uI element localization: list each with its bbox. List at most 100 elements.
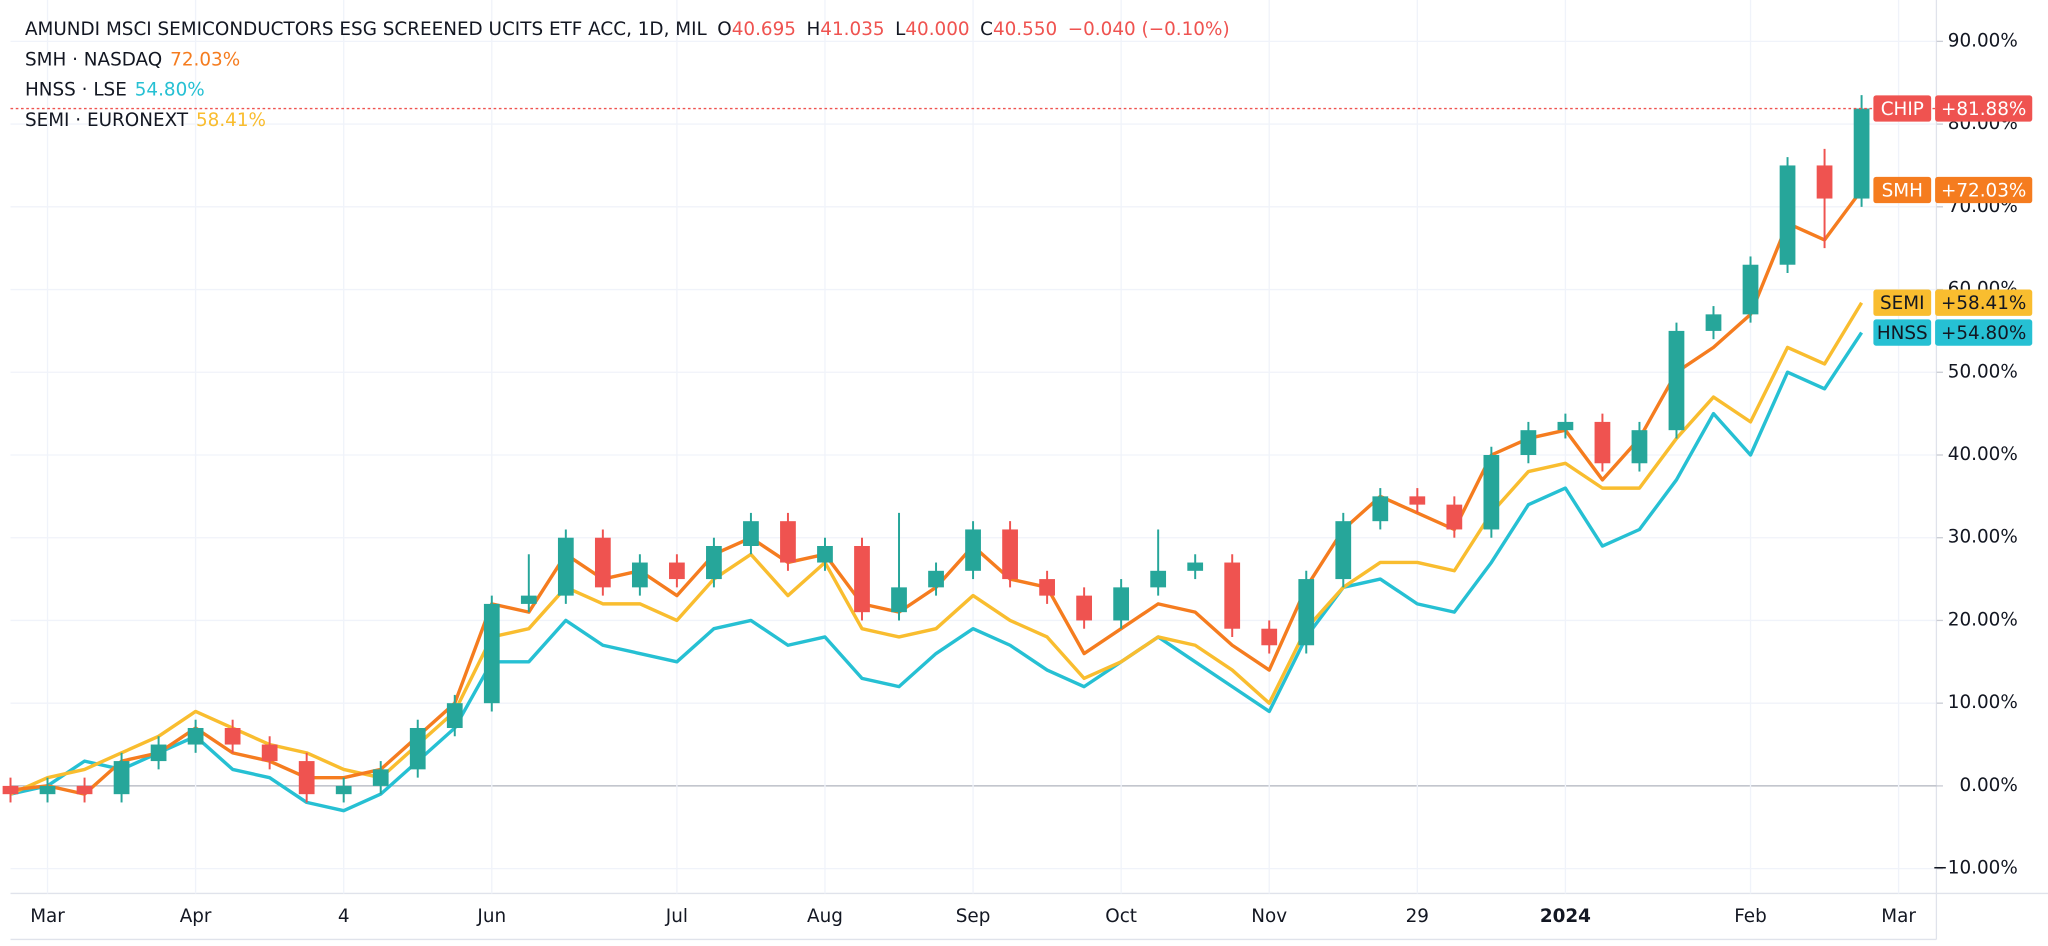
- legend-name: SEMI · EURONEXT: [25, 110, 189, 131]
- legend-value: 54.80%: [135, 80, 205, 101]
- ohlc-label: H: [806, 19, 820, 40]
- legend-name: SMH · NASDAQ: [25, 49, 162, 70]
- candle-body: [1631, 430, 1648, 464]
- candle-body: [224, 727, 241, 745]
- price-tag-name: SMH: [1882, 180, 1923, 201]
- price-tag-name-box: [1873, 319, 1932, 346]
- candle-body: [817, 545, 833, 563]
- candle-body: [1002, 529, 1018, 580]
- candle-body: [1150, 570, 1167, 588]
- candle-body: [1742, 264, 1759, 315]
- price-tag-value: +72.03%: [1941, 180, 2026, 201]
- candle-body: [743, 521, 759, 546]
- price-tag-name-box: [1873, 289, 1932, 316]
- price-tag-value-box: [1935, 176, 2033, 204]
- price-tag-name-box: [1873, 95, 1932, 122]
- candle-body: [557, 537, 574, 596]
- legend-header: AMUNDI MSCI SEMICONDUCTORS ESG SCREENED …: [25, 19, 1230, 40]
- x-tick-label: Oct: [1105, 906, 1137, 927]
- price-tag-name: HNSS: [1877, 323, 1928, 344]
- candle-body: [483, 603, 500, 704]
- candle-body: [372, 769, 389, 786]
- x-tick-label: Apr: [180, 906, 212, 927]
- candle-body: [261, 744, 278, 762]
- legend-entry: SMH · NASDAQ 72.03%: [25, 49, 240, 70]
- candle-body: [1853, 108, 1870, 199]
- candle-body: [1446, 504, 1463, 530]
- price-tag-name-box: [1873, 176, 1932, 204]
- candle-body: [891, 587, 907, 613]
- candle-body: [631, 562, 648, 588]
- candle-body: [39, 785, 56, 795]
- price-tag-name: CHIP: [1881, 99, 1924, 120]
- candle-body: [1668, 330, 1685, 431]
- y-tick-label: 20.00%: [1948, 609, 2018, 630]
- candle-body: [1187, 562, 1204, 571]
- legend-title: AMUNDI MSCI SEMICONDUCTORS ESG SCREENED …: [25, 19, 708, 40]
- price-tag-name: SEMI: [1880, 293, 1925, 314]
- candle-body: [928, 570, 944, 588]
- candle-body: [1816, 165, 1833, 199]
- ohlc-value: 41.035: [820, 19, 884, 40]
- x-tick-label: 29: [1406, 906, 1429, 927]
- ohlc-value: 40.695: [732, 19, 796, 40]
- candle-body: [1483, 454, 1500, 530]
- legend-value: 72.03%: [170, 49, 240, 70]
- candle-body: [1557, 421, 1574, 431]
- price-tag-value-box: [1935, 319, 2033, 346]
- y-tick-label: 0.00%: [1959, 775, 2017, 796]
- candle-body: [1298, 579, 1315, 646]
- x-tick-label: Mar: [30, 906, 65, 927]
- candle-body: [1594, 421, 1611, 464]
- candle-body: [446, 703, 463, 728]
- candle-body: [409, 727, 426, 770]
- x-tick-label: Nov: [1251, 906, 1287, 927]
- ohlc-value: 40.000: [905, 19, 969, 40]
- candle-body: [669, 562, 685, 580]
- candle-body: [113, 761, 130, 795]
- candle-body: [1779, 165, 1796, 265]
- x-tick-label: Feb: [1734, 906, 1767, 927]
- x-tick-label: 2024: [1540, 906, 1591, 927]
- candle-body: [1113, 587, 1130, 621]
- price-tag-value-box: [1935, 95, 2033, 122]
- change: −0.040 (−0.10%): [1068, 19, 1230, 40]
- y-tick-label: 50.00%: [1948, 361, 2018, 382]
- candle-body: [1372, 496, 1389, 522]
- candle-body: [1520, 430, 1537, 455]
- x-tick-label: Aug: [807, 906, 843, 927]
- candle-body: [1705, 314, 1722, 331]
- x-tick-label: Sep: [956, 906, 991, 927]
- candle-body: [965, 529, 981, 571]
- candle-body: [335, 785, 352, 795]
- y-tick-label: 30.00%: [1948, 527, 2018, 548]
- legend-entry: HNSS · LSE 54.80%: [25, 80, 205, 101]
- x-tick-label: Jun: [476, 906, 506, 927]
- candle-body: [187, 727, 204, 745]
- plot: [2, 95, 1870, 813]
- price-tag-value-box: [1935, 289, 2033, 316]
- candle-body: [706, 545, 722, 580]
- y-tick-label: 40.00%: [1948, 444, 2018, 465]
- candle-body: [150, 744, 167, 762]
- candle-body: [854, 545, 870, 613]
- price-tag-value: +81.88%: [1941, 99, 2026, 120]
- candle-body: [1224, 562, 1241, 629]
- y-tick-label: 10.00%: [1948, 692, 2018, 713]
- price-tag-value: +58.41%: [1941, 293, 2026, 314]
- ohlc-label: O: [717, 19, 731, 40]
- ohlc-label: L: [895, 19, 906, 40]
- x-tick-label: Jul: [665, 906, 688, 927]
- ohlc-label: C: [980, 19, 993, 40]
- candle-body: [298, 761, 315, 795]
- y-tick-label: 90.00%: [1948, 30, 2018, 51]
- candle-body: [1335, 521, 1352, 580]
- overlay: CHIP +81.88% SMH +72.03% HNSS +54.80% SEMI +58.…: [10, 95, 2033, 346]
- candle-body: [1409, 496, 1426, 505]
- candle-body: [520, 595, 537, 604]
- candle-body: [594, 537, 611, 588]
- candle-body: [1039, 579, 1055, 596]
- ohlc-value: 40.550: [993, 19, 1057, 40]
